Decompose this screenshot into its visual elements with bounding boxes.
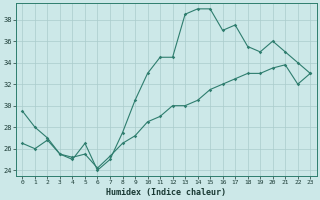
X-axis label: Humidex (Indice chaleur): Humidex (Indice chaleur) [106, 188, 226, 197]
